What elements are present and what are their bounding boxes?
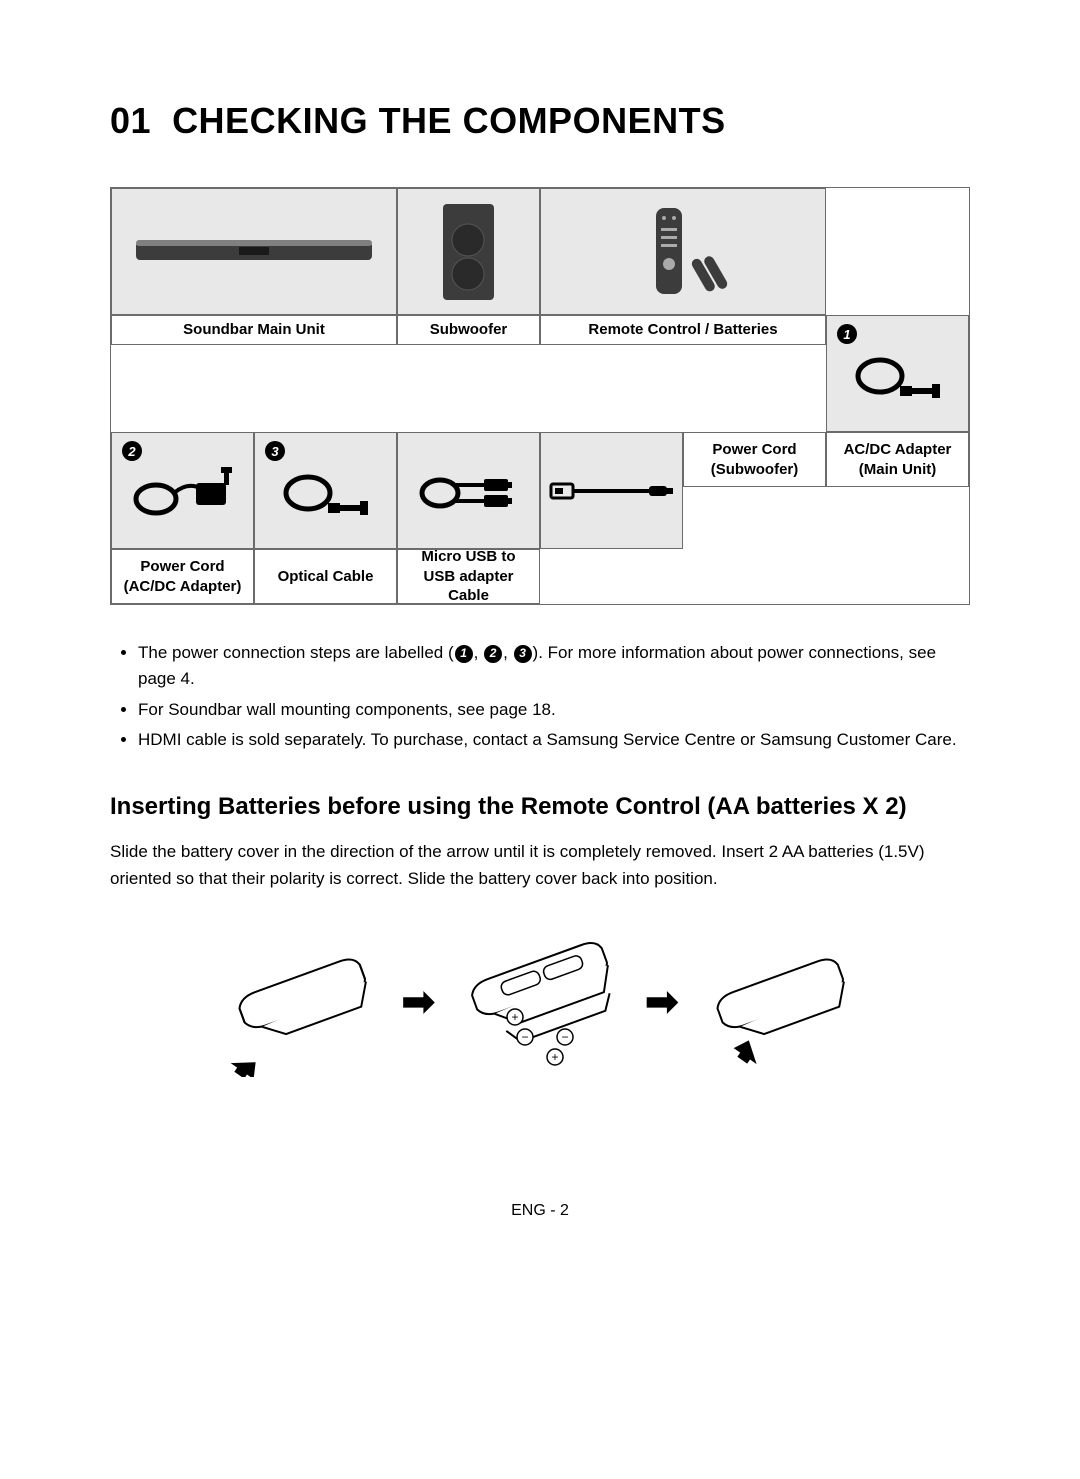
footer-lang: ENG: [511, 1202, 546, 1219]
label-line2: (Subwoofer): [711, 460, 799, 480]
powercord-adapter-illustration: 3: [255, 433, 396, 548]
powercord-sub-illustration: 1: [827, 316, 968, 431]
step-badge-2: 2: [122, 441, 142, 461]
label-soundbar: Soundbar Main Unit: [111, 315, 397, 345]
cell-usb: [540, 432, 683, 549]
subsection-body: Slide the battery cover in the direction…: [110, 839, 970, 892]
page-footer: ENG - 2: [110, 1202, 970, 1220]
cell-powercord-sub: 1: [826, 315, 969, 432]
polarity-plus-2: +: [551, 1050, 558, 1064]
cell-subwoofer: [397, 188, 540, 315]
inline-badge-1: 1: [455, 645, 473, 663]
note-3: HDMI cable is sold separately. To purcha…: [138, 727, 970, 753]
subsection-title: Inserting Batteries before using the Rem…: [110, 793, 970, 821]
label-line1: Power Cord: [124, 557, 242, 577]
note-1: The power connection steps are labelled …: [138, 640, 970, 693]
adapter-illustration: 2: [112, 433, 253, 548]
soundbar-icon: [134, 232, 374, 272]
label-optical: Optical Cable: [254, 549, 397, 604]
optical-cable-icon: [414, 463, 524, 518]
cell-soundbar: [111, 188, 397, 315]
usb-illustration: [541, 433, 682, 548]
battery-step-1-icon: [221, 927, 381, 1077]
label-remote: Remote Control / Batteries: [540, 315, 826, 345]
cell-remote: [540, 188, 826, 315]
section-title: 01 CHECKING THE COMPONENTS: [110, 100, 970, 142]
soundbar-illustration: [112, 189, 396, 314]
section-heading: CHECKING THE COMPONENTS: [172, 100, 726, 141]
battery-step-2-icon: + − − +: [455, 922, 625, 1082]
battery-step-3-icon: [699, 927, 859, 1077]
footer-sep: -: [546, 1202, 560, 1219]
usb-cable-icon: [547, 476, 677, 506]
polarity-minus-2: −: [561, 1030, 568, 1044]
subwoofer-illustration: [398, 189, 539, 314]
notes-list: The power connection steps are labelled …: [110, 640, 970, 753]
footer-page: 2: [560, 1202, 569, 1219]
label-line1: Optical Cable: [278, 567, 374, 587]
remote-illustration: [541, 189, 825, 314]
step-badge-3: 3: [265, 441, 285, 461]
power-cord-icon-2: [278, 463, 373, 518]
polarity-plus-1: +: [511, 1010, 518, 1024]
inline-badge-3: 3: [514, 645, 532, 663]
optical-illustration: [398, 433, 539, 548]
label-line2: (AC/DC Adapter): [124, 577, 242, 597]
cell-adapter: 2: [111, 432, 254, 549]
components-grid: Soundbar Main Unit Subwoofer Remote Cont…: [110, 187, 970, 605]
label-line1: Micro USB to: [404, 547, 533, 567]
note-2: For Soundbar wall mounting components, s…: [138, 697, 970, 723]
label-powercord-adapter: Power Cord (AC/DC Adapter): [111, 549, 254, 604]
subwoofer-icon: [441, 202, 496, 302]
label-line1: AC/DC Adapter: [844, 440, 952, 460]
battery-diagram: ➡ + − − + ➡: [110, 922, 970, 1082]
remote-batteries-icon: [628, 202, 738, 302]
label-usb: Micro USB to USB adapter Cable: [397, 549, 540, 604]
arrow-icon-2: ➡: [645, 979, 679, 1025]
cell-optical: [397, 432, 540, 549]
step-badge-1: 1: [837, 324, 857, 344]
cell-powercord-adapter: 3: [254, 432, 397, 549]
section-number: 01: [110, 100, 151, 141]
adapter-icon: [128, 461, 238, 521]
label-line2: USB adapter Cable: [404, 567, 533, 606]
power-cord-icon: [850, 346, 945, 401]
arrow-icon: ➡: [401, 979, 435, 1025]
label-adapter: AC/DC Adapter (Main Unit): [826, 432, 969, 487]
label-powercord-sub: Power Cord (Subwoofer): [683, 432, 826, 487]
label-subwoofer: Subwoofer: [397, 315, 540, 345]
label-line1: Power Cord: [711, 440, 799, 460]
polarity-minus-1: −: [521, 1030, 528, 1044]
note-1-pre: The power connection steps are labelled …: [138, 643, 454, 662]
inline-badge-2: 2: [484, 645, 502, 663]
label-line2: (Main Unit): [844, 460, 952, 480]
